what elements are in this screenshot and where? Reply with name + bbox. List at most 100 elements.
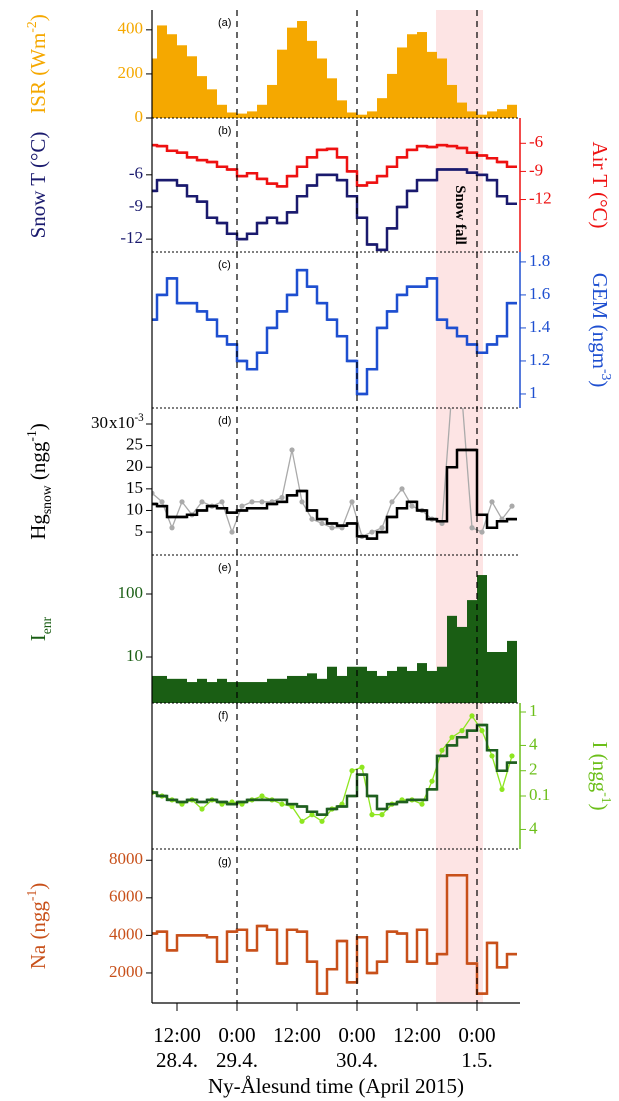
point bbox=[349, 499, 355, 505]
y2-tick-label: -9 bbox=[529, 160, 543, 179]
bar bbox=[347, 112, 357, 118]
y-tick-label: 100 bbox=[118, 583, 144, 602]
bar bbox=[207, 682, 217, 703]
panel-label: (d) bbox=[218, 415, 231, 427]
y2-tick-label: 0.1 bbox=[529, 785, 550, 804]
bar bbox=[152, 675, 157, 703]
point bbox=[199, 499, 205, 505]
panel bbox=[152, 268, 517, 396]
point bbox=[479, 728, 485, 734]
point bbox=[249, 499, 255, 505]
y-tick-label: 6000 bbox=[109, 887, 143, 906]
bar bbox=[357, 666, 367, 703]
point bbox=[399, 486, 405, 492]
bar bbox=[397, 666, 407, 703]
y2-axis-title-part: ) bbox=[588, 804, 612, 811]
point bbox=[379, 812, 385, 818]
point bbox=[509, 753, 515, 759]
y-axis-title-part: ) bbox=[26, 14, 50, 21]
y2-tick-label: 1.8 bbox=[529, 251, 550, 270]
bar bbox=[437, 58, 447, 118]
bar bbox=[477, 575, 487, 703]
y2-tick-label: 4 bbox=[529, 734, 538, 753]
y2-axis-title-part: -3 bbox=[599, 369, 614, 381]
y2-axis-title-part: -1 bbox=[599, 792, 614, 803]
bar bbox=[347, 666, 357, 703]
y2-tick-label: -6 bbox=[529, 132, 543, 151]
point bbox=[439, 747, 445, 753]
y-tick-label: 20 bbox=[126, 456, 143, 475]
panel-label: (a) bbox=[218, 17, 231, 29]
y-axis-title-part: ) bbox=[26, 883, 50, 890]
point bbox=[359, 764, 365, 770]
point bbox=[369, 529, 375, 535]
point bbox=[309, 516, 315, 522]
y-tick-label: 30 bbox=[91, 413, 108, 432]
point bbox=[459, 728, 465, 734]
bar bbox=[457, 626, 467, 703]
bar bbox=[507, 104, 517, 118]
bar bbox=[277, 678, 287, 703]
y-tick-label: 200 bbox=[118, 63, 144, 82]
bar bbox=[387, 73, 397, 118]
bar bbox=[327, 78, 337, 118]
point bbox=[279, 801, 285, 807]
bar bbox=[227, 112, 237, 118]
x-date-label: 29.4. bbox=[216, 1048, 258, 1072]
x-date-label: 1.5. bbox=[461, 1048, 493, 1072]
bar bbox=[207, 89, 217, 118]
y-tick-label: 400 bbox=[118, 19, 144, 38]
bar bbox=[177, 678, 187, 703]
point bbox=[299, 499, 305, 505]
y2-axis-title: GEM (ngm-3) bbox=[588, 273, 614, 388]
y2-tick-label: 1.4 bbox=[529, 317, 551, 336]
y2-tick-label: 1.2 bbox=[529, 350, 550, 369]
panel-label: (b) bbox=[218, 125, 231, 137]
panel bbox=[152, 408, 517, 540]
point bbox=[169, 525, 175, 531]
y-axis-title-part: I bbox=[26, 634, 50, 641]
point bbox=[319, 520, 325, 527]
panel-label: (g) bbox=[218, 856, 231, 868]
y-tick-label: 4000 bbox=[109, 924, 143, 943]
y2-tick-label: 1.6 bbox=[529, 284, 550, 303]
bar bbox=[447, 84, 457, 118]
bar bbox=[417, 663, 427, 703]
point bbox=[419, 801, 425, 807]
bar bbox=[287, 27, 297, 118]
bar bbox=[337, 675, 347, 703]
point bbox=[259, 793, 265, 799]
bar bbox=[187, 682, 197, 703]
y2-axis-title: I (ngg-1) bbox=[588, 741, 614, 810]
bar bbox=[287, 675, 297, 703]
bar bbox=[367, 670, 377, 703]
bar bbox=[187, 56, 197, 118]
y-tick-label: 25 bbox=[126, 435, 143, 454]
point bbox=[489, 753, 495, 759]
y-axis-title-part: ISR (Wm bbox=[26, 33, 50, 114]
bar bbox=[437, 666, 447, 703]
point bbox=[259, 499, 265, 505]
point bbox=[319, 818, 325, 824]
bar bbox=[487, 111, 497, 118]
y2-axis-title-part: GEM (ngm bbox=[588, 273, 612, 369]
y2-axis-title-part: I (ngg bbox=[588, 741, 612, 792]
y2-tick-label: 2 bbox=[529, 760, 538, 779]
y-axis-title-part: snow bbox=[39, 485, 54, 514]
bar bbox=[257, 682, 267, 703]
bar bbox=[427, 670, 437, 703]
point bbox=[469, 525, 475, 531]
y-axis-title-part: Snow T (°C) bbox=[26, 132, 50, 239]
y-tick-label: 8000 bbox=[109, 849, 143, 868]
y2-tick-label: 1 bbox=[529, 383, 538, 402]
bar bbox=[267, 678, 277, 703]
panel bbox=[152, 713, 517, 824]
bar bbox=[307, 40, 317, 118]
point bbox=[179, 499, 185, 505]
bar bbox=[367, 111, 377, 118]
snowfall-label: Snow fall bbox=[452, 185, 468, 245]
point bbox=[509, 503, 515, 509]
y-axis-title-part: (ngg bbox=[26, 441, 50, 485]
bar bbox=[417, 32, 427, 118]
